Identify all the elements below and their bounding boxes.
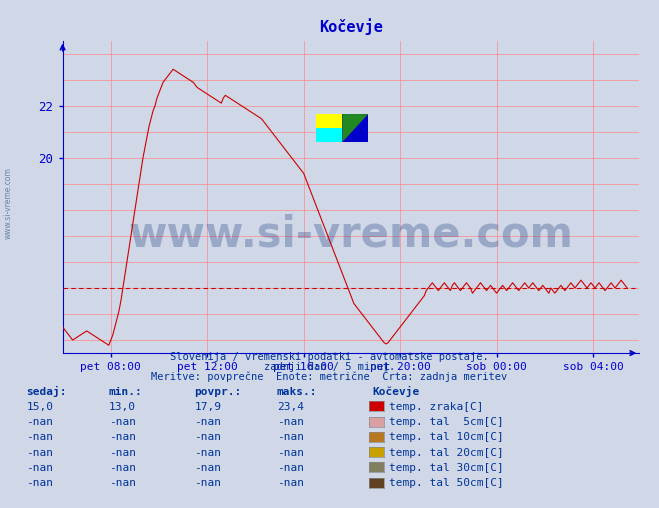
Text: temp. tal 50cm[C]: temp. tal 50cm[C] bbox=[389, 478, 503, 488]
Text: -nan: -nan bbox=[26, 417, 53, 427]
Text: temp. tal 10cm[C]: temp. tal 10cm[C] bbox=[389, 432, 503, 442]
Text: zadnji dan / 5 minut.: zadnji dan / 5 minut. bbox=[264, 362, 395, 372]
Text: -nan: -nan bbox=[109, 417, 136, 427]
Text: maks.:: maks.: bbox=[277, 387, 317, 397]
Text: Meritve: povprečne  Enote: metrične  Črta: zadnja meritev: Meritve: povprečne Enote: metrične Črta:… bbox=[152, 370, 507, 382]
Text: -nan: -nan bbox=[194, 463, 221, 473]
Text: -nan: -nan bbox=[277, 417, 304, 427]
Text: 17,9: 17,9 bbox=[194, 402, 221, 412]
Polygon shape bbox=[342, 114, 368, 142]
Text: temp. tal  5cm[C]: temp. tal 5cm[C] bbox=[389, 417, 503, 427]
Text: temp. tal 20cm[C]: temp. tal 20cm[C] bbox=[389, 448, 503, 458]
Text: -nan: -nan bbox=[277, 448, 304, 458]
Text: -nan: -nan bbox=[277, 432, 304, 442]
Text: -nan: -nan bbox=[109, 463, 136, 473]
Text: -nan: -nan bbox=[277, 478, 304, 488]
Bar bbox=[316, 128, 342, 142]
Text: -nan: -nan bbox=[26, 432, 53, 442]
Text: www.si-vreme.com: www.si-vreme.com bbox=[129, 213, 573, 256]
Text: sedaj:: sedaj: bbox=[26, 386, 67, 397]
Text: 15,0: 15,0 bbox=[26, 402, 53, 412]
Bar bbox=[316, 114, 342, 128]
Bar bbox=[342, 114, 368, 142]
Text: -nan: -nan bbox=[194, 432, 221, 442]
Title: Kočevje: Kočevje bbox=[319, 18, 383, 36]
Text: www.si-vreme.com: www.si-vreme.com bbox=[4, 167, 13, 239]
Text: -nan: -nan bbox=[109, 432, 136, 442]
Text: -nan: -nan bbox=[26, 478, 53, 488]
Text: temp. tal 30cm[C]: temp. tal 30cm[C] bbox=[389, 463, 503, 473]
Text: -nan: -nan bbox=[194, 478, 221, 488]
Text: -nan: -nan bbox=[109, 448, 136, 458]
Text: 23,4: 23,4 bbox=[277, 402, 304, 412]
Text: povpr.:: povpr.: bbox=[194, 387, 242, 397]
Text: -nan: -nan bbox=[277, 463, 304, 473]
Text: temp. zraka[C]: temp. zraka[C] bbox=[389, 402, 483, 412]
Text: -nan: -nan bbox=[26, 448, 53, 458]
Text: -nan: -nan bbox=[194, 417, 221, 427]
Text: -nan: -nan bbox=[26, 463, 53, 473]
Text: -nan: -nan bbox=[194, 448, 221, 458]
Text: Kočevje: Kočevje bbox=[372, 386, 420, 397]
Text: Slovenija / vremenski podatki - avtomatske postaje.: Slovenija / vremenski podatki - avtomats… bbox=[170, 352, 489, 362]
Text: min.:: min.: bbox=[109, 387, 142, 397]
Text: -nan: -nan bbox=[109, 478, 136, 488]
Text: 13,0: 13,0 bbox=[109, 402, 136, 412]
